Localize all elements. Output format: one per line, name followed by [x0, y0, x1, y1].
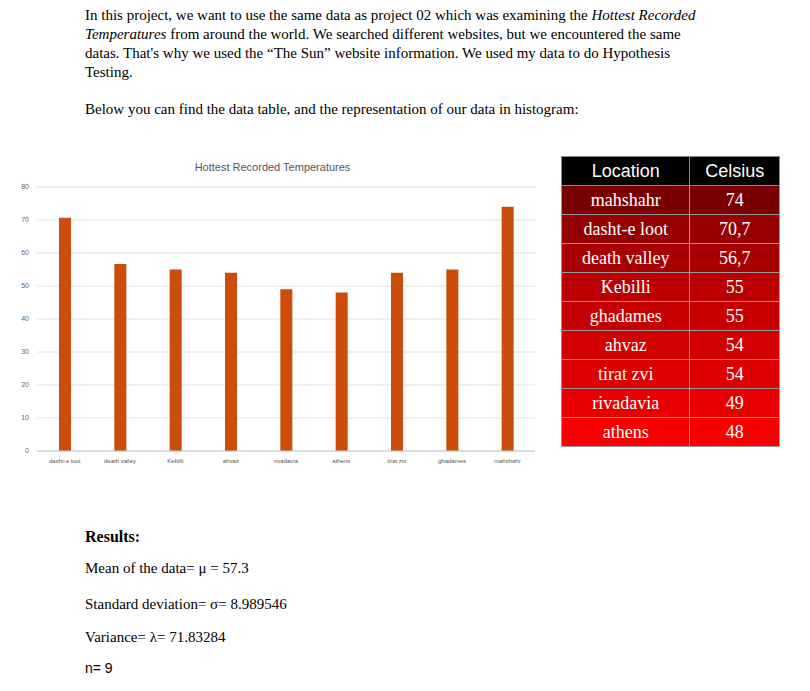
- svg-text:mahshahr: mahshahr: [494, 458, 521, 464]
- html-text:Mean of the data= μ = 57.3: Mean of the data= μ = 57.3: [85, 560, 249, 576]
- html-text:Location: Location: [591, 160, 660, 181]
- html-text:Results:: Results:: [85, 528, 141, 545]
- html-text:74: 74: [725, 189, 744, 210]
- svg-text:athens: athens: [332, 458, 350, 464]
- html-text:n= 9: n= 9: [85, 660, 113, 676]
- html-text:ghadames: ghadames: [589, 305, 662, 326]
- svg-text:20: 20: [21, 381, 29, 388]
- html-text:55: 55: [725, 305, 744, 326]
- html-text:Standard deviation= σ= 8.98954: Standard deviation= σ= 8.989546: [85, 596, 287, 612]
- svg-text:ghadames: ghadames: [438, 458, 466, 464]
- svg-text:70: 70: [21, 216, 29, 223]
- svg-text:40: 40: [21, 315, 29, 322]
- svg-text:ahvaz: ahvaz: [223, 458, 239, 464]
- svg-text:50: 50: [21, 282, 29, 289]
- html-text:49: 49: [725, 392, 744, 413]
- html-text:mahshahr: mahshahr: [590, 189, 661, 210]
- html-text:ahvaz: ahvaz: [604, 334, 647, 355]
- html-text:In this project, we want to us: In this project, we want to use the same…: [85, 7, 696, 80]
- html-text:tirat zvi: tirat zvi: [597, 363, 654, 384]
- svg-text:rivadavia: rivadavia: [274, 458, 299, 464]
- html-text:Celsius: Celsius: [705, 160, 765, 181]
- html-text:rivadavia: rivadavia: [592, 392, 660, 413]
- html-text:54: 54: [725, 363, 744, 384]
- html-text:athens: athens: [602, 421, 649, 442]
- html-text:Variance= λ= 71.83284: Variance= λ= 71.83284: [85, 629, 226, 645]
- svg-text:0: 0: [25, 447, 29, 454]
- svg-text:30: 30: [21, 348, 29, 355]
- svg-text:tirat zvi: tirat zvi: [387, 458, 406, 464]
- svg-text:60: 60: [21, 249, 29, 256]
- html-text:70,7: 70,7: [718, 218, 751, 239]
- html-text:55: 55: [725, 276, 744, 297]
- html-text:56,7: 56,7: [718, 247, 751, 268]
- html-text:death valley: death valley: [581, 247, 670, 268]
- html-text:48: 48: [725, 421, 744, 442]
- svg-text:Kebilli: Kebilli: [167, 458, 183, 464]
- html-text:Hottest Recorded Temperatures: Hottest Recorded Temperatures: [194, 161, 351, 173]
- svg-text:10: 10: [21, 414, 29, 421]
- html-text:Below you can find the data ta: Below you can find the data table, and t…: [85, 101, 579, 117]
- svg-text:80: 80: [21, 183, 29, 190]
- html-text:54: 54: [725, 334, 744, 355]
- svg-text:death valley: death valley: [104, 458, 136, 464]
- html-text:Kebilli: Kebilli: [600, 276, 651, 297]
- svg-text:dasht-e loot: dasht-e loot: [49, 458, 81, 464]
- html-text:dasht-e loot: dasht-e loot: [583, 218, 668, 239]
